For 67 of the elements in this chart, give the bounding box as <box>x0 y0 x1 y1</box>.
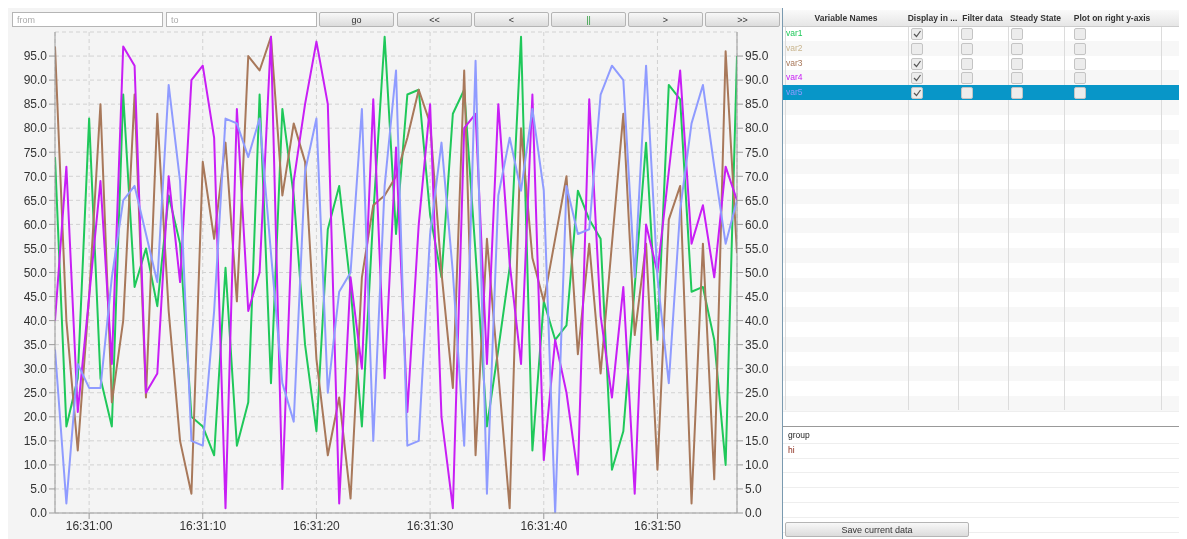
y2-tick-label: 10.0 <box>745 458 769 473</box>
y-tick-label: 0.0 <box>30 506 48 521</box>
text: Plot on right y-axis <box>1072 12 1152 25</box>
y2-tick-label: 30.0 <box>745 361 769 376</box>
text: >> <box>705 12 780 27</box>
text: > <box>628 12 703 27</box>
text: || <box>551 12 626 27</box>
y2-tick-label: 95.0 <box>745 49 769 64</box>
y2-tick-label: 5.0 <box>745 482 763 497</box>
x-tick-label: 16:31:50 <box>634 518 682 533</box>
text: hi <box>788 445 795 455</box>
y-tick-label: 30.0 <box>23 361 48 376</box>
text: Variable Names <box>813 12 879 25</box>
y-tick-label: 50.0 <box>23 265 48 280</box>
text: from <box>12 12 163 27</box>
y-tick-label: 45.0 <box>23 289 48 304</box>
y-tick-label: 95.0 <box>23 49 48 64</box>
y-tick-label: 55.0 <box>23 241 48 256</box>
y-tick-label: 10.0 <box>23 458 48 473</box>
y-tick-label: 90.0 <box>23 73 48 88</box>
y2-tick-label: 15.0 <box>745 434 769 449</box>
y-tick-label: 65.0 <box>23 193 48 208</box>
y2-tick-label: 85.0 <box>745 97 769 112</box>
y-tick-label: 15.0 <box>23 434 48 449</box>
y2-tick-label: 50.0 <box>745 265 769 280</box>
text: group <box>788 430 810 440</box>
y-tick-label: 75.0 <box>23 145 48 160</box>
y-tick-label: 25.0 <box>23 386 48 401</box>
text: Display in ... <box>907 12 958 25</box>
text: var4 <box>786 72 803 83</box>
y2-tick-label: 25.0 <box>745 386 769 401</box>
y2-tick-label: 65.0 <box>745 193 769 208</box>
text: var3 <box>786 57 803 68</box>
y-tick-label: 35.0 <box>23 337 48 352</box>
x-tick-label: 16:31:00 <box>65 518 113 533</box>
y-tick-label: 5.0 <box>30 482 48 497</box>
y-tick-label: 60.0 <box>23 217 48 232</box>
x-tick-label: 16:31:30 <box>406 518 454 533</box>
y2-tick-label: 20.0 <box>745 410 769 425</box>
x-tick-label: 16:31:40 <box>520 518 568 533</box>
text: var1 <box>786 28 803 38</box>
text: Save current data <box>785 522 969 537</box>
text: < <box>474 12 549 27</box>
y-tick-label: 70.0 <box>23 169 48 184</box>
y2-tick-label: 80.0 <box>745 121 769 136</box>
y2-tick-label: 45.0 <box>745 289 769 304</box>
text: Filter data <box>961 12 1004 25</box>
y2-tick-label: 60.0 <box>745 217 769 232</box>
text: var2 <box>786 42 803 53</box>
y2-tick-label: 40.0 <box>745 313 769 328</box>
y-tick-label: 40.0 <box>23 313 48 328</box>
y2-tick-label: 35.0 <box>745 337 769 352</box>
text: go <box>319 12 394 27</box>
x-tick-label: 16:31:10 <box>179 518 227 533</box>
text: << <box>397 12 472 27</box>
text: Steady State <box>1009 12 1062 25</box>
x-tick-label: 16:31:20 <box>293 518 341 533</box>
y2-tick-label: 90.0 <box>745 73 769 88</box>
y-tick-label: 80.0 <box>23 121 48 136</box>
y-tick-label: 85.0 <box>23 97 48 112</box>
y-tick-label: 20.0 <box>23 410 48 425</box>
y2-tick-label: 70.0 <box>745 169 769 184</box>
y2-tick-label: 55.0 <box>745 241 769 256</box>
y2-tick-label: 0.0 <box>745 506 763 521</box>
text: var5 <box>786 87 803 98</box>
y2-tick-label: 75.0 <box>745 145 769 160</box>
text: to <box>166 12 317 27</box>
